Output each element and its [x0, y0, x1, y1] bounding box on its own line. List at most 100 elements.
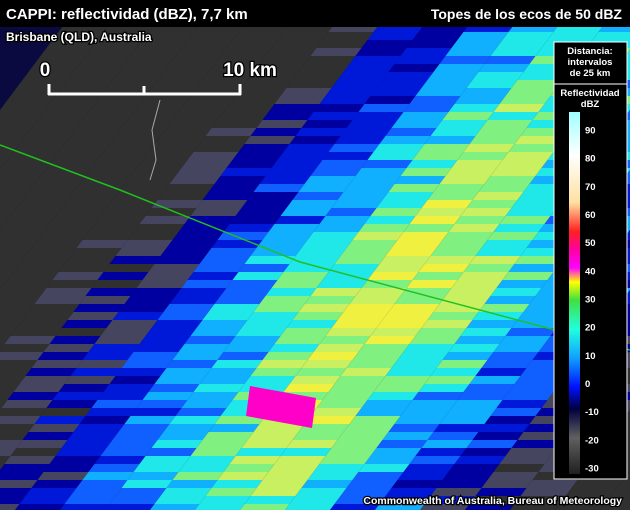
- radar-cell: [298, 184, 350, 192]
- radar-cell: [307, 232, 359, 240]
- radar-cell: [364, 456, 416, 464]
- radar-cell: [331, 80, 383, 88]
- radar-cell: [0, 192, 29, 200]
- radar-cell: [295, 128, 347, 136]
- radar-cell: [94, 216, 146, 224]
- radar-cell: [397, 232, 449, 240]
- radar-cell: [118, 184, 170, 192]
- radar-cell: [31, 120, 83, 128]
- legend-tick-label: 50: [585, 238, 596, 249]
- radar-cell: [475, 488, 527, 496]
- radar-cell: [427, 72, 479, 80]
- radar-cell: [10, 328, 62, 336]
- radar-cell: [400, 168, 452, 176]
- radar-cell: [40, 408, 92, 416]
- radar-cell: [169, 416, 221, 424]
- radar-cell: [49, 456, 101, 464]
- radar-cell: [484, 296, 536, 304]
- radar-cell: [31, 240, 83, 248]
- radar-cell: [0, 432, 29, 440]
- radar-cell: [195, 504, 245, 510]
- radar-cell: [127, 472, 179, 480]
- radar-cell: [274, 216, 326, 224]
- radar-cell: [424, 376, 476, 384]
- radar-cell: [445, 48, 497, 56]
- radar-cell: [478, 424, 530, 432]
- radar-cell: [205, 248, 257, 256]
- radar-cell: [466, 200, 518, 208]
- radar-cell: [127, 352, 179, 360]
- radar-cell: [511, 440, 563, 448]
- radar-cell: [139, 216, 191, 224]
- radar-cell: [103, 264, 155, 272]
- radar-cell: [238, 264, 290, 272]
- radar-cell: [115, 488, 167, 496]
- radar-cell: [235, 448, 287, 456]
- radar-cell: [76, 120, 128, 128]
- radar-cell: [106, 320, 158, 328]
- radar-cell: [355, 288, 407, 296]
- radar-cell: [280, 208, 332, 216]
- radar-cell: [454, 336, 506, 344]
- radar-cell: [307, 352, 359, 360]
- radar-cell: [433, 184, 485, 192]
- radar-cell: [514, 256, 566, 264]
- legend-tick-label: -20: [585, 435, 599, 446]
- radar-cell: [460, 328, 512, 336]
- radar-cell: [220, 48, 272, 56]
- radar-cell: [0, 256, 26, 264]
- legend-scale-title: Reflectividad: [560, 88, 619, 99]
- radar-cell: [154, 376, 206, 384]
- radar-cell: [310, 408, 362, 416]
- radar-cell: [139, 456, 191, 464]
- radar-cell: [262, 352, 314, 360]
- radar-cell: [469, 256, 521, 264]
- radar-cell: [43, 224, 95, 232]
- radar-cell: [334, 496, 386, 504]
- radar-cell: [211, 480, 263, 488]
- radar-cell: [202, 72, 254, 80]
- radar-cell: [361, 40, 413, 48]
- radar-cell: [208, 64, 260, 72]
- radar-cell: [10, 208, 62, 216]
- radar-cell: [319, 456, 371, 464]
- radar-cell: [22, 312, 74, 320]
- radar-cell: [397, 112, 449, 120]
- legend-distance-title: Distancia:: [567, 46, 612, 57]
- radar-cell: [394, 176, 446, 184]
- radar-cell: [400, 408, 452, 416]
- radar-cell: [325, 208, 377, 216]
- radar-cell: [400, 48, 452, 56]
- radar-cell: [247, 72, 299, 80]
- radar-cell: [247, 432, 299, 440]
- radar-cell: [82, 232, 134, 240]
- radar-cell: [43, 104, 95, 112]
- radar-cell: [343, 184, 395, 192]
- radar-cell: [202, 192, 254, 200]
- radar-cell: [34, 416, 86, 424]
- radar-cell: [0, 360, 38, 368]
- radar-cell: [169, 296, 221, 304]
- header-bar: [0, 0, 630, 27]
- radar-cell: [250, 488, 302, 496]
- radar-cell: [214, 56, 266, 64]
- radar-cell: [70, 248, 122, 256]
- radar-cell: [64, 496, 116, 504]
- radar-cell: [58, 384, 110, 392]
- radar-cell: [493, 344, 545, 352]
- radar-cell: [121, 360, 173, 368]
- radar-cell: [19, 376, 71, 384]
- radar-cell: [130, 408, 182, 416]
- radar-cell: [412, 272, 464, 280]
- radar-cell: [13, 384, 65, 392]
- legend-tick-label: 30: [585, 295, 596, 306]
- radar-cell: [406, 280, 458, 288]
- radar-cell: [67, 72, 119, 80]
- radar-cell: [133, 224, 185, 232]
- radar-cell: [148, 384, 200, 392]
- radar-cell: [505, 88, 557, 96]
- radar-cell: [0, 168, 47, 176]
- radar-cell: [115, 368, 167, 376]
